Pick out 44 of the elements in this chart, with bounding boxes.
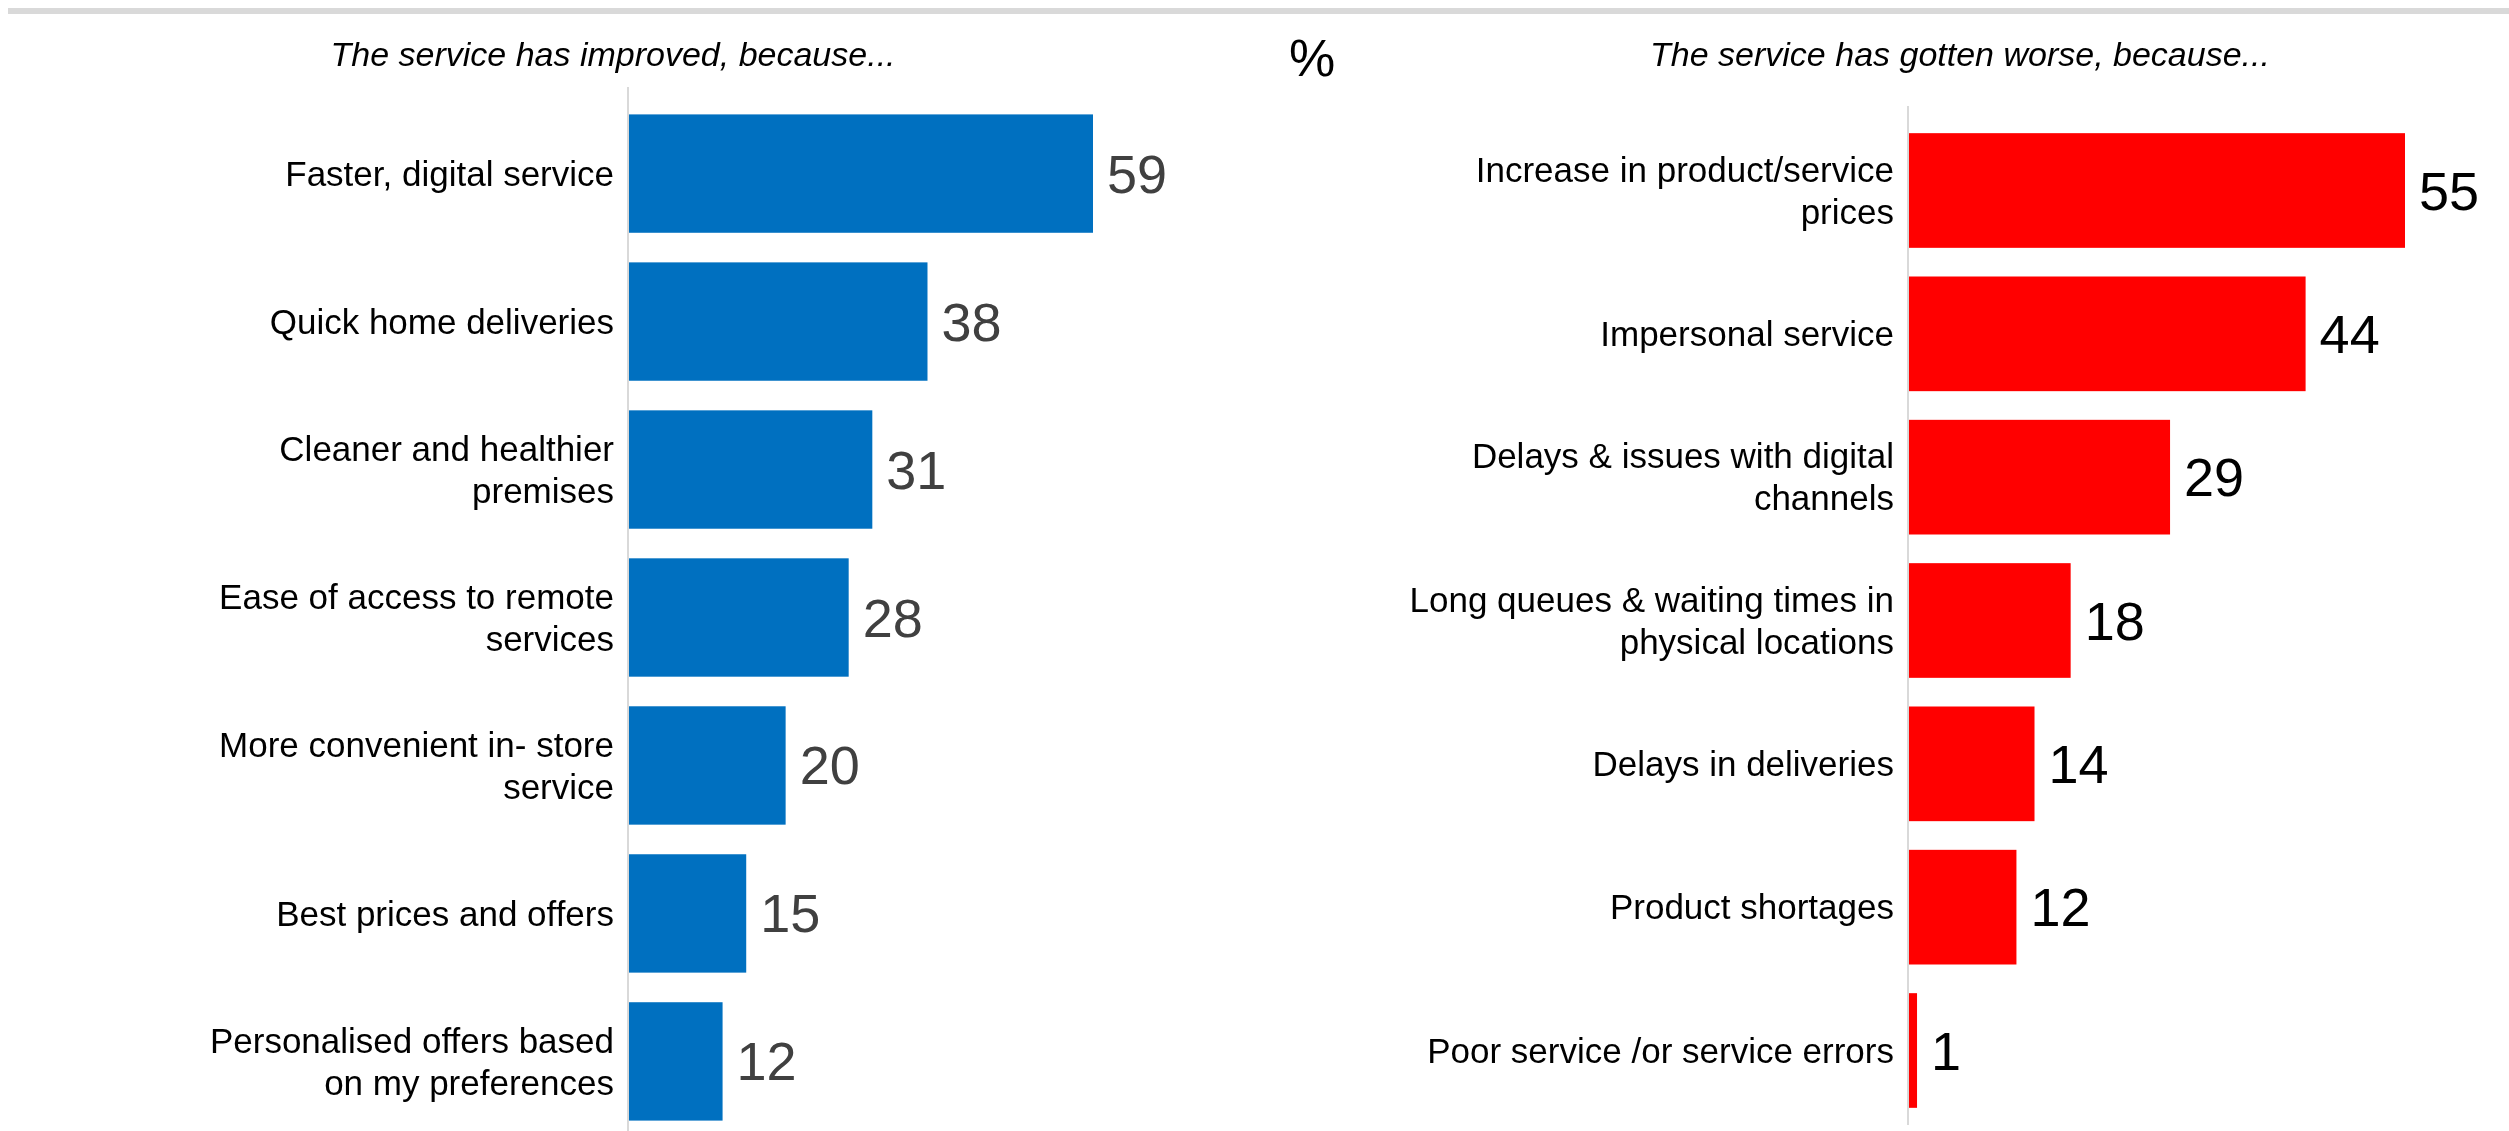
data-label: 59 (1107, 143, 1168, 204)
y-tick-label: Increase in product/service prices (1475, 149, 1894, 231)
y-tick-label: Delays & issues with digital channels (1471, 436, 1894, 518)
y-tick-label: Cleaner and healthier premises (279, 428, 615, 510)
bar (628, 854, 747, 973)
y-tick-label: Ease of access to remote services (219, 576, 614, 658)
data-label: 12 (736, 1031, 797, 1092)
bar (628, 1002, 723, 1121)
data-label: 28 (862, 587, 923, 648)
bar (628, 706, 786, 825)
chart-title: The service has improved, because... (330, 35, 896, 73)
data-label: 20 (799, 735, 860, 796)
y-tick-label: Impersonal service (1600, 314, 1894, 354)
data-label: 29 (2184, 447, 2245, 508)
data-label: 38 (941, 291, 1002, 352)
bar (628, 558, 849, 677)
bar (628, 410, 873, 529)
y-tick-label: Delays in deliveries (1592, 744, 1894, 784)
y-tick-label: Poor service /or service errors (1427, 1030, 1894, 1070)
bar (1908, 419, 2171, 535)
y-tick-label: Faster, digital service (285, 153, 614, 193)
bar (628, 114, 1093, 233)
chart-title: The service has gotten worse, because... (1650, 35, 2270, 73)
bar (1908, 706, 2035, 822)
y-tick-label: More convenient in- store service (219, 724, 614, 806)
data-label: 12 (2030, 877, 2091, 938)
data-label: 15 (760, 883, 821, 944)
y-tick-label: Quick home deliveries (269, 301, 614, 341)
data-label: 14 (2048, 733, 2109, 794)
bar (1908, 133, 2405, 248)
text: % (1288, 29, 1336, 87)
bar (628, 262, 928, 381)
data-label: 55 (2419, 160, 2480, 221)
data-label: 18 (2084, 590, 2145, 651)
y-tick-label: Best prices and offers (276, 893, 614, 933)
bar (1908, 563, 2071, 678)
data-label: 1 (1931, 1020, 1962, 1081)
bar (1908, 849, 2017, 965)
y-tick-label: Long queues & waiting times in physical locations (1409, 579, 1894, 661)
data-label: 31 (886, 439, 947, 500)
bar (1908, 276, 2306, 392)
data-label: 44 (2319, 303, 2380, 364)
y-tick-label: Product shortages (1609, 887, 1894, 927)
y-tick-label: Personalised offers based on my preferences (209, 1020, 614, 1102)
